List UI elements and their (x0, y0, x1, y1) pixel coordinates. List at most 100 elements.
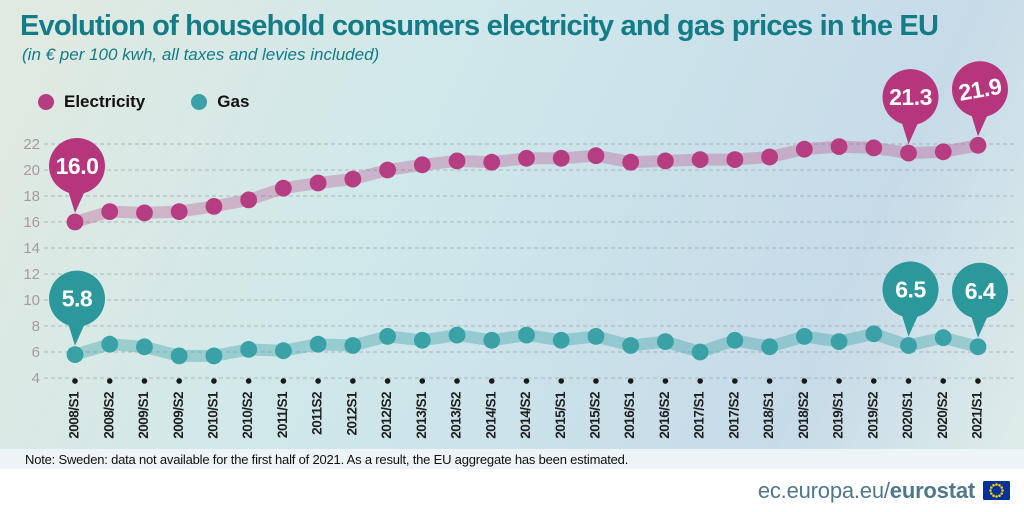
callout-circle (882, 261, 939, 318)
x-axis-tick (176, 378, 182, 384)
x-axis-label: 2011S2 (310, 392, 325, 435)
x-axis: 2008/S1 2008/S2 2009/S1 2009/S2 2010/S1 2010/… (67, 378, 985, 439)
x-axis-tick (384, 378, 391, 384)
x-axis-tick (558, 378, 565, 384)
x-axis-tick (315, 378, 321, 384)
y-axis-label: 20 (23, 162, 40, 179)
eurostat-url: ec.europa.eu/eurostat (757, 477, 975, 503)
x-axis-label: 2014/S1 (483, 391, 498, 439)
x-axis-tick (523, 378, 530, 384)
callout-bubble: 21.3 (882, 69, 939, 145)
data-point (865, 139, 883, 157)
data-point (274, 342, 292, 360)
x-axis-label: 2019/S1 (831, 391, 846, 439)
data-point (170, 347, 188, 365)
eu-flag-icon (983, 481, 1010, 500)
data-point (101, 203, 119, 221)
x-axis-label: 2010/S1 (205, 391, 220, 439)
legend-item-gas: Gas (191, 92, 249, 112)
callout-value: 6.4 (965, 278, 996, 304)
data-point (622, 153, 640, 171)
data-point (552, 149, 570, 167)
callout-value: 16.0 (56, 153, 99, 179)
gas-dot-icon (191, 94, 208, 110)
data-point (691, 343, 709, 361)
y-axis-label: 18 (23, 188, 40, 205)
data-point (691, 151, 709, 169)
data-point (205, 347, 223, 365)
callout-circle (49, 138, 105, 194)
callout-circle (951, 262, 1008, 319)
data-point (795, 328, 813, 345)
data-point (726, 331, 744, 349)
data-point (934, 329, 952, 347)
callout-bubble: 16.0 (49, 138, 105, 213)
x-axis-tick (106, 378, 113, 384)
x-axis-label: 2016/S2 (657, 392, 672, 439)
legend-label-gas: Gas (217, 92, 250, 111)
y-axis-label: 16 (23, 214, 40, 231)
grid: 4 6 8 10 12 14 16 18 20 22 (23, 136, 1014, 387)
callout-circle (951, 61, 1008, 118)
x-axis-tick (141, 378, 148, 384)
x-axis-tick (662, 378, 669, 384)
electricity-dot-icon (38, 94, 54, 110)
header: Evolution of household consumers electri… (20, 10, 1010, 65)
x-axis-tick (870, 378, 877, 384)
page-subtitle: (in € per 100 kwh, all taxes and levies … (22, 45, 380, 65)
x-axis-label: 2008/S1 (67, 391, 82, 439)
x-axis-tick (697, 378, 703, 384)
legend-label-electricity: Electricity (64, 92, 146, 111)
legend-item-electricity: Electricity (38, 92, 145, 112)
data-point (136, 204, 153, 222)
x-axis-tick (940, 378, 947, 384)
footnote-text: Note: Sweden: data not available for the… (25, 451, 629, 467)
data-point (830, 138, 848, 156)
data-point (622, 337, 640, 354)
data-point (657, 152, 674, 170)
x-axis-tick (905, 378, 912, 384)
y-axis-label: 8 (32, 318, 40, 335)
data-point (379, 328, 396, 345)
data-point (413, 156, 431, 174)
data-point (240, 191, 258, 209)
y-axis-label: 10 (23, 292, 40, 309)
data-point (657, 333, 674, 350)
x-axis-tick (419, 378, 426, 384)
callout-value: 5.8 (62, 286, 93, 312)
data-point (309, 335, 327, 353)
x-axis-label: 2009/S1 (136, 391, 151, 439)
data-point (830, 333, 848, 350)
data-point (483, 153, 501, 171)
data-point (865, 325, 883, 343)
footnote-band: Note: Sweden: data not available for the… (0, 449, 1024, 469)
x-axis-tick (801, 378, 808, 384)
y-axis-label: 22 (23, 136, 40, 153)
x-axis-label: 2010/S2 (240, 392, 255, 439)
y-axis-label: 4 (32, 370, 40, 387)
callout-circle (49, 270, 105, 327)
x-axis-tick (627, 378, 634, 384)
callout-bubble: 5.8 (49, 270, 105, 346)
x-axis-label: 2013/S1 (414, 391, 429, 439)
x-axis-label: 2019/S2 (865, 392, 880, 439)
data-point (518, 326, 535, 344)
x-axis-label: 2012/S2 (379, 392, 394, 439)
x-axis-tick (72, 378, 78, 384)
data-point (587, 328, 605, 345)
x-axis-label: 2013/S2 (449, 392, 464, 439)
callout-value: 6.5 (895, 277, 926, 303)
callout-circle (882, 69, 939, 126)
data-point (448, 152, 466, 170)
data-point (518, 149, 535, 167)
x-axis-label: 2017/S2 (726, 392, 741, 439)
x-axis-label: 2014/S2 (518, 392, 533, 439)
x-axis-label: 2015/S2 (588, 392, 603, 439)
page-title: Evolution of household consumers electri… (20, 10, 939, 42)
data-point (413, 331, 431, 349)
data-point (969, 338, 987, 356)
data-point (726, 151, 744, 169)
data-point (448, 326, 466, 344)
data-point (66, 346, 84, 363)
